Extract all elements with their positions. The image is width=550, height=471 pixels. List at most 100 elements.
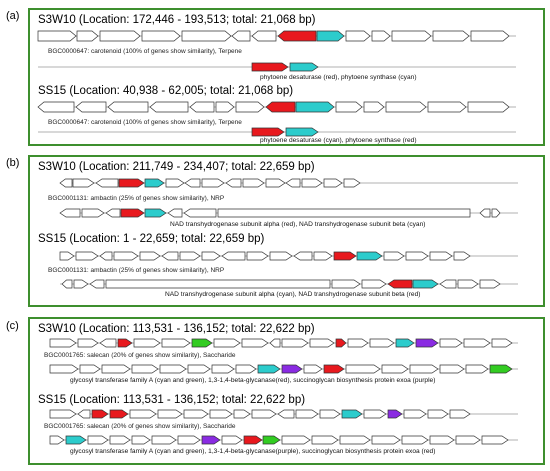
gene-arrow-white bbox=[99, 251, 113, 261]
gene-arrow-white bbox=[75, 251, 99, 261]
bgc-label: BGC0001131: ambactin (25% of genes show … bbox=[48, 195, 225, 202]
bgc-label: BGC0001765: salecan (20% of genes show s… bbox=[44, 352, 236, 359]
reference-track bbox=[60, 279, 518, 289]
gene-arrow-white bbox=[77, 338, 99, 348]
gene-arrow-white bbox=[241, 338, 269, 348]
gene-arrow-white bbox=[81, 208, 105, 218]
bgc-label: BGC0000647: carotenoid (100% of genes sh… bbox=[48, 119, 242, 126]
gene-arrow-white bbox=[281, 338, 309, 348]
gene-arrow-white bbox=[37, 30, 77, 42]
gene-arrow-red bbox=[243, 435, 263, 445]
gene-arrow-white bbox=[161, 338, 191, 348]
gene-arrow-white bbox=[481, 435, 509, 445]
gene-arrow-white bbox=[427, 101, 467, 113]
gene-arrow-white bbox=[293, 251, 313, 261]
gene-arrow-white bbox=[369, 338, 395, 348]
gene-arrow-white bbox=[463, 338, 491, 348]
gene-arrow-white bbox=[149, 101, 189, 113]
bgc-label: BGC0001131: ambactin (25% of genes show … bbox=[48, 267, 225, 274]
gene-arrow-white bbox=[242, 178, 265, 188]
gene-arrow-white bbox=[281, 435, 311, 445]
panel-label-a: (a) bbox=[6, 10, 20, 22]
gene-arrow-white bbox=[181, 30, 232, 42]
gene-arrow-white bbox=[87, 435, 109, 445]
block-title: S3W10 (Location: 211,749 - 234,407; tota… bbox=[38, 161, 315, 173]
gene-arrow-white bbox=[269, 251, 293, 261]
gene-arrow-cyan bbox=[395, 338, 415, 348]
gene-arrow-white bbox=[479, 279, 501, 289]
gene-arrow-white bbox=[439, 279, 457, 289]
gene-arrow-white bbox=[95, 178, 119, 188]
gene-arrow-white bbox=[303, 364, 323, 374]
gene-arrow-white bbox=[491, 338, 513, 348]
gene-arrow-white bbox=[301, 178, 323, 188]
gene-arrow-white bbox=[363, 101, 385, 113]
gene-arrow-white bbox=[323, 178, 343, 188]
gene-arrow-white bbox=[453, 251, 471, 261]
gene-arrow-cyan bbox=[289, 62, 319, 72]
gene-arrow-white bbox=[467, 101, 510, 113]
reference-track bbox=[38, 127, 516, 137]
gene-arrow-white bbox=[157, 409, 183, 419]
gene-arrow-red bbox=[109, 409, 129, 419]
gene-arrow-white bbox=[73, 279, 89, 289]
block-title: SS15 (Location: 40,938 - 62,005; total: … bbox=[38, 85, 294, 97]
gene-arrow-white bbox=[277, 409, 295, 419]
gene-arrow-red bbox=[323, 364, 345, 374]
gene-arrow-white bbox=[101, 364, 131, 374]
gene-arrow-white bbox=[371, 435, 401, 445]
gene-arrow-white bbox=[105, 208, 121, 218]
panel-b: S3W10 (Location: 211,749 - 234,407; tota… bbox=[28, 155, 545, 307]
gene-arrow-white bbox=[49, 338, 77, 348]
block-title: SS15 (Location: 1 - 22,659; total: 22,65… bbox=[38, 233, 265, 245]
gene-arrow-white bbox=[129, 409, 157, 419]
gene-arrow-white bbox=[331, 279, 361, 289]
block-title: S3W10 (Location: 113,531 - 136,152; tota… bbox=[38, 323, 315, 335]
gene-arrow-white bbox=[151, 435, 177, 445]
gene-arrow-cyan bbox=[285, 127, 319, 137]
gene-arrow-white bbox=[235, 364, 257, 374]
gene-arrow-white bbox=[313, 251, 333, 261]
gene-arrow-white bbox=[429, 435, 455, 445]
gene-caption: NAD transhydrogenase subunit alpha (cyan… bbox=[165, 291, 421, 298]
panel-label-c: (c) bbox=[6, 320, 19, 332]
gene-arrow-white bbox=[465, 364, 489, 374]
gene-arrow-white bbox=[385, 101, 427, 113]
gene-caption: glycosyl transferase family A (cyan and … bbox=[70, 377, 436, 384]
gene-arrow-white bbox=[383, 251, 405, 261]
gene-arrow-white bbox=[335, 101, 363, 113]
gene-arrow-green bbox=[191, 338, 213, 348]
gene-arrow-white bbox=[72, 178, 95, 188]
gene-arrow-cyan bbox=[295, 101, 335, 113]
gene-arrow-red bbox=[265, 101, 296, 113]
gene-arrow-white bbox=[429, 251, 453, 261]
gene-arrow-white bbox=[161, 251, 179, 261]
gene-arrow-white bbox=[211, 364, 235, 374]
gene-arrow-white bbox=[225, 178, 242, 188]
gene-arrow-white bbox=[209, 409, 233, 419]
gene-arrow-white bbox=[49, 364, 79, 374]
gene-arrow-white bbox=[183, 208, 217, 218]
gene-arrow-cyan bbox=[144, 178, 165, 188]
gene-arrow-white bbox=[133, 338, 161, 348]
gene-arrow-white bbox=[405, 251, 429, 261]
gene-arrow-white bbox=[59, 178, 73, 188]
gene-arrow-cyan bbox=[257, 364, 281, 374]
gene-arrow-white bbox=[233, 409, 251, 419]
gene-arrow-white bbox=[345, 30, 371, 42]
gene-arrow-white bbox=[139, 251, 161, 261]
gene-arrow-white bbox=[113, 251, 139, 261]
gene-arrow-white bbox=[371, 30, 391, 42]
gene-arrow-white bbox=[455, 435, 481, 445]
gene-arrow-white bbox=[491, 208, 501, 218]
gene-caption: phytoene desaturase (red), phytoene synt… bbox=[260, 74, 417, 81]
gene-arrow-white bbox=[221, 251, 246, 261]
genome-track bbox=[49, 338, 518, 348]
bgc-label: BGC0001765: salecan (20% of genes show s… bbox=[44, 423, 236, 430]
gene-arrow-white bbox=[217, 208, 471, 218]
gene-arrow-purple bbox=[281, 364, 303, 374]
gene-arrow-green bbox=[262, 435, 281, 445]
gene-arrow-red bbox=[387, 279, 413, 289]
gene-arrow-red bbox=[251, 127, 285, 137]
gene-arrow-red bbox=[277, 30, 317, 42]
